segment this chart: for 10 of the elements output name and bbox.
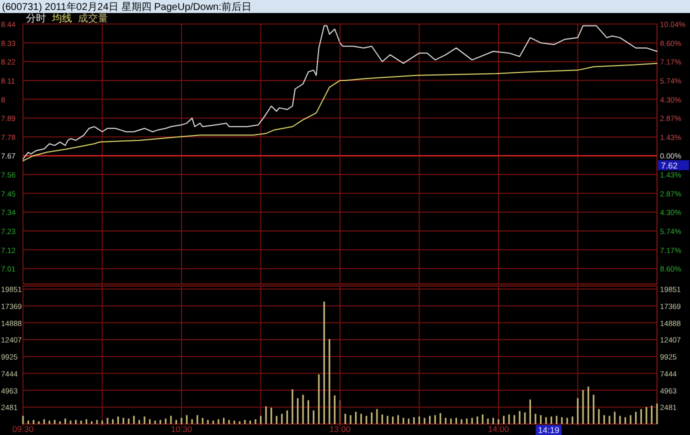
chart-title: (600731) 2011年02月24日 星期四 PageUp/Down:前后日 [2, 1, 252, 13]
text: 成交量 [78, 12, 108, 24]
text: 分时 [26, 12, 46, 24]
x-tick-label: 14:00 [488, 424, 510, 434]
text: 均线 [51, 12, 72, 24]
text: 7.62 [661, 160, 678, 171]
x-tick-label: 10:30 [170, 424, 192, 434]
x-tick-label: 14:19 [538, 425, 560, 435]
x-tick-label: 13:00 [329, 424, 351, 434]
x-tick-label: 09:30 [12, 424, 34, 434]
